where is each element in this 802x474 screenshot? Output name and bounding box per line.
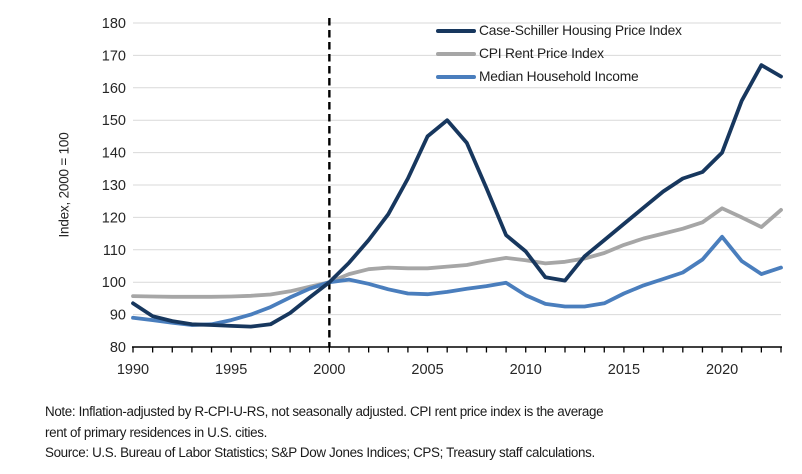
y-axis-tick-label-150: 150	[102, 113, 126, 129]
series-line-case-schiller-housing-price-index	[131, 63, 783, 329]
y-axis-tick-label-120: 120	[102, 210, 126, 226]
note-text-line-2: rent of primary residences in U.S. citie…	[45, 424, 267, 440]
y-axis-tick-label-110: 110	[103, 243, 126, 259]
note-text-line-1: Note: Inflation-adjusted by R-CPI-U-RS, …	[45, 404, 604, 419]
y-axis-title: Index, 2000 = 100	[56, 132, 72, 238]
legend-item-case-schiller-housing-price-index: Case-Schiller Housing Price Index	[436, 19, 682, 42]
y-axis-tick-label-160: 160	[102, 81, 126, 97]
source-text: Source: U.S. Bureau of Labor Statistics;…	[45, 445, 595, 461]
x-axis-tick-label-2015: 2015	[608, 362, 640, 378]
y-axis-tick-label-90: 90	[110, 308, 126, 324]
y-axis-tick-label-80: 80	[110, 340, 126, 356]
legend-swatch-case-schiller-housing-price-index	[436, 28, 476, 33]
y-axis-tick-label-170: 170	[102, 48, 126, 64]
x-axis-tick-label-2010: 2010	[510, 362, 542, 378]
series-line-cpi-rent-price-index	[131, 206, 783, 299]
legend-item-median-household-income: Median Household Income	[436, 65, 682, 88]
x-axis-tick-label-2000: 2000	[313, 362, 345, 378]
legend-swatch-cpi-rent-price-index	[436, 51, 476, 56]
legend-label-cpi-rent-price-index: CPI Rent Price Index	[479, 46, 604, 61]
x-axis-tick-label-2020: 2020	[706, 362, 738, 378]
legend-label-median-household-income: Median Household Income	[479, 69, 639, 84]
chart-footnote: Note: Inflation-adjusted by R-CPI-U-RS, …	[45, 402, 775, 464]
legend-label-case-schiller-housing-price-index: Case-Schiller Housing Price Index	[479, 23, 682, 38]
chart-plot-area: 80 90 100 110 120 130 140 150 160 170 180 1990 1995 2…	[102, 16, 783, 378]
y-axis-tick-label-180: 180	[102, 16, 126, 32]
x-axis-tick-label-1995: 1995	[215, 362, 247, 378]
y-axis-tick-label-140: 140	[102, 146, 126, 162]
series-line-median-household-income	[131, 234, 783, 327]
chart-legend: Case-Schiller Housing Price Index CPI Ren…	[436, 19, 682, 88]
legend-swatch-median-household-income	[436, 74, 476, 79]
y-axis-tick-label-130: 130	[102, 178, 126, 194]
x-axis-tick-label-2005: 2005	[411, 362, 443, 378]
x-axis-tick-label-1990: 1990	[117, 362, 149, 378]
legend-item-cpi-rent-price-index: CPI Rent Price Index	[436, 42, 682, 65]
y-axis-tick-label-100: 100	[102, 275, 126, 291]
